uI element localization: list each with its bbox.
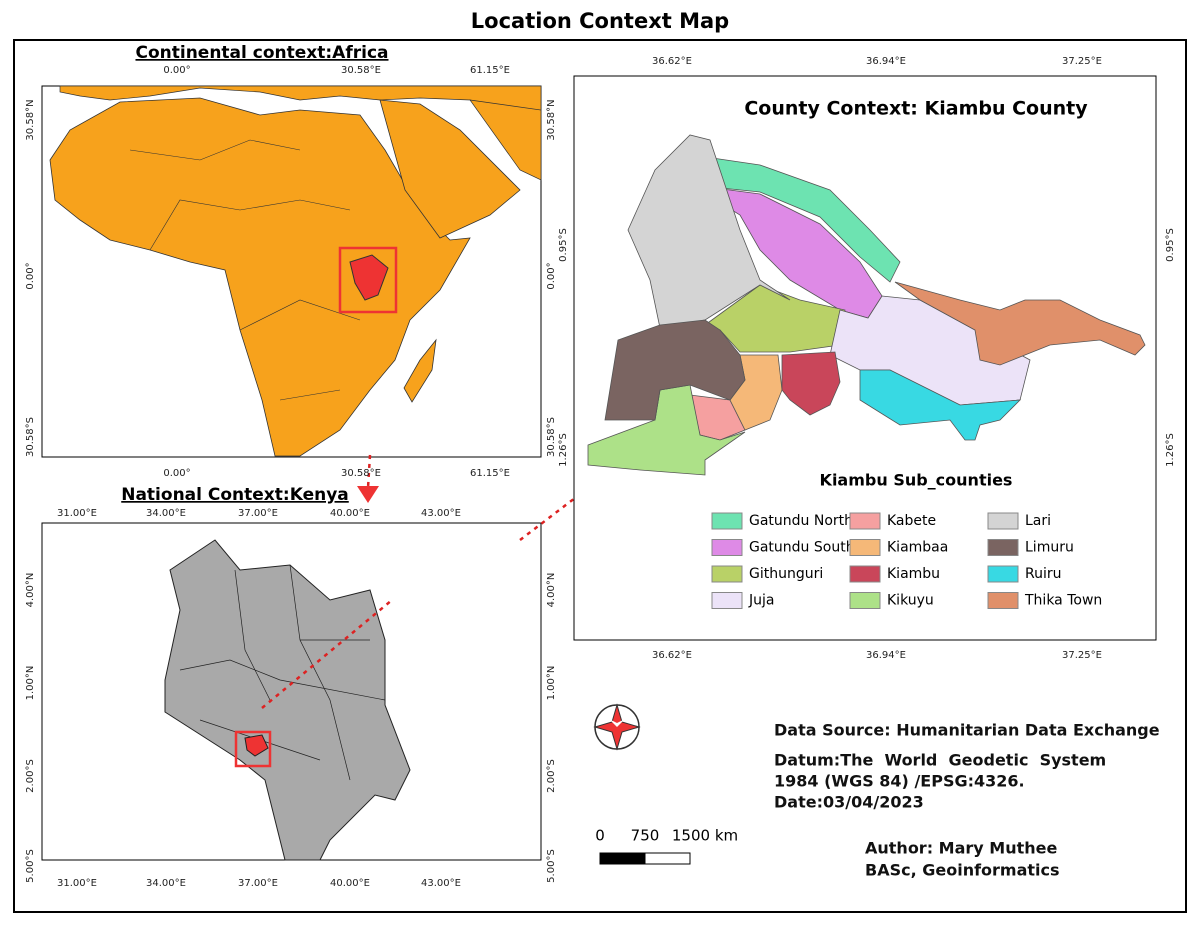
legend: Gatundu North Gatundu South Githunguri Juja… [711, 512, 1102, 609]
lon-label: 36.62°E [652, 650, 692, 661]
arrow-head [357, 486, 379, 503]
legend-label: Gatundu South [749, 540, 855, 556]
north-arrow [593, 703, 641, 751]
legend-label: Kikuyu [887, 593, 934, 609]
legend-swatch [849, 539, 881, 556]
date: Date:03/04/2023 [774, 793, 924, 812]
sub-county [894, 281, 1146, 366]
lon-label: 31.00°E [57, 508, 97, 519]
legend-label: Juja [748, 593, 774, 609]
author: Author: Mary Muthee [865, 839, 1057, 858]
affiliation: BASc, Geoinformatics [865, 861, 1060, 880]
scale-label: 750 [631, 827, 660, 845]
legend-swatch [711, 592, 743, 609]
lat-label: 30.58°S [546, 417, 557, 457]
sub-county [604, 319, 746, 421]
lat-label: 1.26°S [1165, 433, 1176, 467]
lat-label: 4.00°N [25, 573, 36, 608]
lat-label: 0.00° [25, 262, 36, 289]
datum: 1984 (WGS 84) /EPSG:4326. [774, 772, 1025, 791]
lon-label: 37.00°E [238, 878, 278, 889]
lat-label: 30.58°N [546, 99, 557, 140]
lon-label: 61.15°E [470, 65, 510, 76]
sub-county [627, 134, 791, 329]
lon-label: 61.15°E [470, 468, 510, 479]
lat-label: 5.00°S [25, 849, 36, 883]
kenya-map [164, 539, 411, 861]
lat-label: 30.58°N [25, 99, 36, 140]
page-title: Location Context Map [471, 9, 729, 33]
lat-label: 1.00°N [25, 666, 36, 701]
legend-swatch [711, 539, 743, 556]
africa-title: Continental context:Africa [135, 43, 388, 63]
county-map [587, 134, 1146, 476]
lat-label: 0.95°S [1165, 228, 1176, 262]
lat-label: 0.00° [546, 262, 557, 289]
lon-label: 43.00°E [421, 878, 461, 889]
scale-label: 1500 km [672, 827, 738, 845]
sub-county [781, 351, 841, 416]
legend-swatch [987, 512, 1019, 530]
lat-label: 1.26°S [558, 433, 569, 467]
legend-swatch [849, 565, 881, 583]
page-border [13, 39, 1187, 913]
legend-label: Kiambaa [887, 540, 948, 556]
lon-label: 40.00°E [330, 878, 370, 889]
lon-label: 34.00°E [146, 508, 186, 519]
legend-label: Githunguri [749, 566, 823, 582]
lon-label: 40.00°E [330, 508, 370, 519]
lon-label: 0.00° [163, 468, 190, 479]
lon-label: 34.00°E [146, 878, 186, 889]
legend-label: Gatundu North [749, 513, 853, 529]
graticule-labels: 0.00° 0.00° 30.58°E 30.58°E 61.15°E 61.15°E 30… [25, 56, 1176, 889]
lat-label: 4.00°N [546, 573, 557, 608]
kenya-title: National Context:Kenya [121, 485, 349, 505]
legend-swatch [849, 592, 881, 609]
sub-county [691, 154, 901, 283]
legend-label: Kabete [887, 513, 936, 529]
legend-swatch [849, 512, 881, 530]
legend-label: Kiambu [887, 566, 940, 582]
lon-label: 30.58°E [341, 468, 381, 479]
lon-label: 36.94°E [866, 650, 906, 661]
legend-swatch [987, 592, 1019, 609]
lat-label: 30.58°S [25, 417, 36, 457]
sub-county [829, 295, 1031, 406]
africa-map [49, 85, 542, 457]
lat-label: 5.00°S [546, 849, 557, 883]
lat-label: 2.00°S [25, 759, 36, 793]
county-title: County Context: Kiambu County [744, 98, 1088, 120]
lat-label: 0.95°S [558, 228, 569, 262]
lon-label: 36.62°E [652, 56, 692, 67]
legend-label: Thika Town [1024, 593, 1102, 609]
lat-label: 2.00°S [546, 759, 557, 793]
lon-label: 36.94°E [866, 56, 906, 67]
lon-label: 37.00°E [238, 508, 278, 519]
scale-bar [599, 852, 691, 865]
lon-label: 0.00° [163, 65, 190, 76]
legend-title: Kiambu Sub_counties [820, 471, 1013, 490]
legend-swatch [711, 565, 743, 583]
legend-label: Lari [1025, 513, 1051, 529]
lon-label: 43.00°E [421, 508, 461, 519]
lon-label: 37.25°E [1062, 650, 1102, 661]
lon-label: 31.00°E [57, 878, 97, 889]
sub-county [859, 369, 1022, 441]
datum: Datum:The World Geodetic System [774, 751, 1106, 770]
scale-label: 0 [595, 827, 605, 845]
lon-label: 30.58°E [341, 65, 381, 76]
lon-label: 37.25°E [1062, 56, 1102, 67]
data-source: Data Source: Humanitarian Data Exchange [774, 721, 1160, 740]
lat-label: 1.00°N [546, 666, 557, 701]
legend-label: Limuru [1025, 540, 1074, 556]
legend-swatch [987, 539, 1019, 556]
legend-swatch [987, 565, 1019, 583]
legend-swatch [711, 512, 743, 530]
legend-label: Ruiru [1025, 566, 1062, 582]
